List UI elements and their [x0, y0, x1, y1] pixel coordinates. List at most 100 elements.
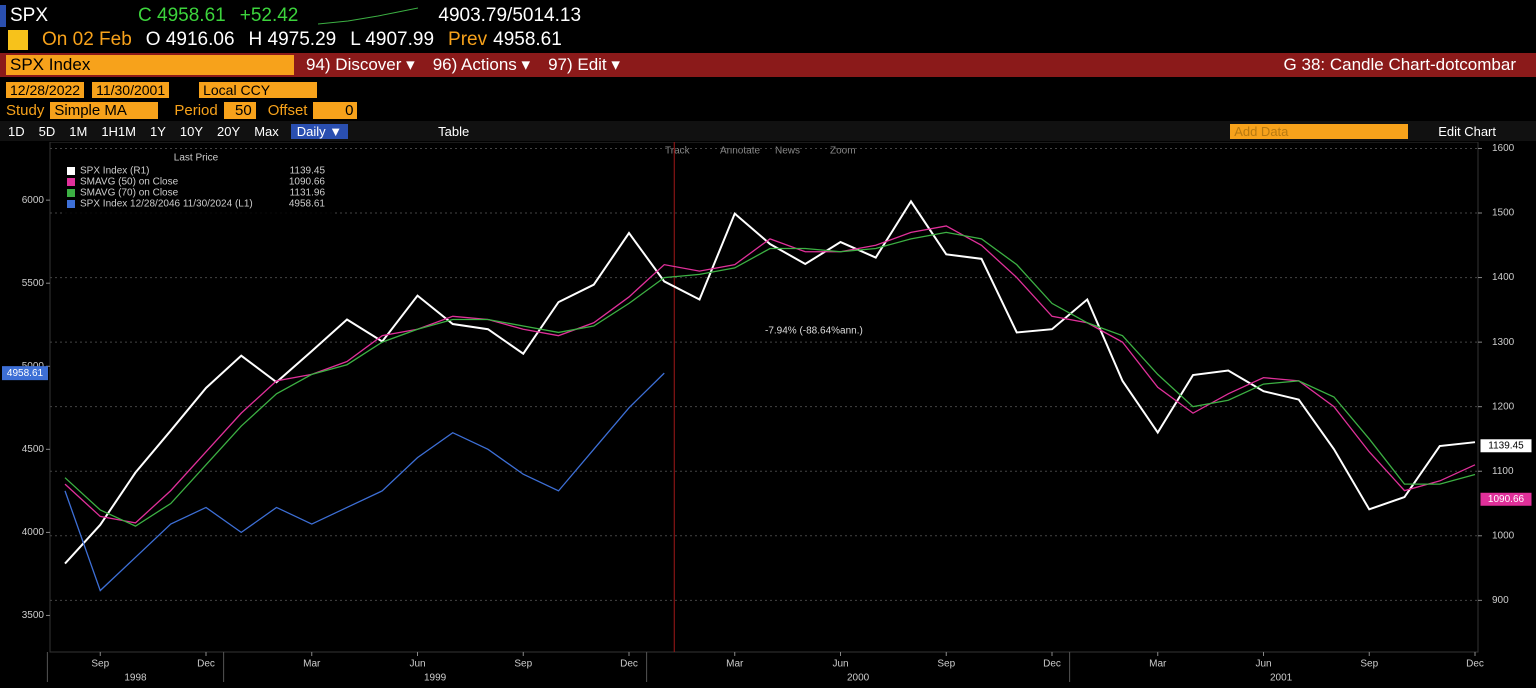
value-box: [1479, 438, 1533, 454]
x-tick-label: Jun: [832, 659, 848, 670]
x-tick-label: Sep: [91, 659, 109, 670]
date-row: 12/28/2022 11/30/2001 Local CCY: [0, 80, 1536, 100]
value-box-label: 4958.61: [7, 368, 44, 379]
x-tick-label: Sep: [514, 659, 532, 670]
end-date[interactable]: 11/30/2001: [92, 82, 170, 98]
y-tick-label: 1000: [1492, 530, 1515, 541]
legend-value: 1090.66: [289, 177, 326, 188]
legend-label: SPX Index (R1): [80, 166, 149, 177]
range-button[interactable]: 1Y: [150, 123, 166, 139]
range-button[interactable]: Max: [254, 123, 279, 139]
ticker: SPX: [10, 5, 49, 26]
legend-value: 1131.96: [290, 188, 326, 199]
menu-bar: SPX Index 94) Discover ▾ 96) Actions ▾ 97)…: [0, 53, 1536, 77]
legend-swatch: [67, 167, 75, 175]
open: O 4916.06: [145, 29, 235, 50]
year-label: 1998: [124, 673, 147, 684]
currency[interactable]: Local CCY: [199, 82, 318, 98]
x-tick-label: Dec: [620, 659, 638, 670]
ohlc-row: On 02 Feb O 4916.06 H 4975.29 L 4907.99 …: [0, 28, 1536, 52]
x-tick-label: Sep: [1360, 659, 1378, 670]
series-line: [64, 372, 665, 592]
range-button[interactable]: 5D: [38, 123, 56, 139]
value-box-label: 1139.45: [1488, 440, 1524, 451]
x-tick-label: Jun: [1255, 659, 1271, 670]
security[interactable]: SPX Index: [6, 55, 294, 75]
edit-chart[interactable]: Edit Chart: [1438, 123, 1496, 139]
series-line: [64, 199, 1476, 565]
study[interactable]: Simple MA: [50, 101, 159, 119]
menu-item[interactable]: 94) Discover ▾: [306, 55, 415, 74]
prev-label: Prev: [448, 29, 488, 50]
y-tick-label: 1300: [1492, 337, 1515, 348]
year-label: 2001: [1270, 673, 1293, 684]
page-title: G 38: Candle Chart-dotcombar: [1283, 55, 1516, 74]
menu-item[interactable]: 96) Actions ▾: [432, 55, 531, 74]
series-line: [64, 231, 1476, 527]
x-tick-label: Mar: [1149, 659, 1167, 670]
study-row: Study Simple MA Period 50 Offset 0: [0, 100, 1536, 120]
legend-swatch: [67, 178, 75, 186]
study-label: Study: [6, 101, 45, 119]
chart-tool: Annotate: [720, 146, 760, 157]
sparkline: [318, 7, 419, 25]
y-tick-label: 1100: [1492, 466, 1514, 477]
change: +52.42: [239, 5, 299, 26]
year-label: 1999: [424, 673, 447, 684]
plot-bg: [49, 142, 1479, 653]
range-button[interactable]: 10Y: [179, 123, 204, 139]
range-row: 1D 5D 1M 1H1M 1Y 10Y 20Y Max Daily ▼ Table Add …: [0, 121, 1536, 141]
y-tick-label: 1200: [1492, 401, 1515, 412]
value-box-label: 1090.66: [1488, 494, 1525, 505]
legend-swatch: [67, 200, 75, 208]
y2-tick-label: 4000: [22, 527, 45, 538]
add-data[interactable]: Add Data: [1230, 123, 1409, 139]
value-box: [2, 366, 48, 381]
prev: 4958.61: [493, 29, 562, 50]
x-tick-label: Dec: [1466, 659, 1484, 670]
frequency[interactable]: Daily ▼: [290, 123, 349, 139]
y2-tick-label: 5500: [22, 278, 45, 289]
y2-tick-label: 3500: [22, 610, 45, 621]
last: C 4958.61: [138, 5, 226, 26]
start-date[interactable]: 12/28/2022: [6, 82, 85, 98]
x-tick-label: Dec: [197, 659, 215, 670]
y2-tick-label: 4500: [22, 444, 45, 455]
range-button[interactable]: 1H1M: [101, 123, 136, 139]
range-button[interactable]: 20Y: [217, 123, 241, 139]
date: On 02 Feb: [42, 29, 132, 50]
period-label: Period: [174, 101, 218, 119]
y-tick-label: 1500: [1492, 208, 1515, 219]
offset-label: Offset: [267, 101, 308, 119]
legend-value: 4958.61: [289, 199, 326, 210]
range-button[interactable]: 1M: [69, 123, 88, 139]
x-tick-label: Mar: [303, 659, 321, 670]
legend-swatch: [67, 189, 75, 197]
annotation: -7.94% (-88.64%ann.): [765, 325, 863, 336]
low: L 4907.99: [350, 29, 435, 50]
y-tick-label: 900: [1492, 595, 1509, 606]
y-tick-label: 1600: [1492, 143, 1515, 154]
legend-value: 1139.45: [290, 166, 326, 177]
chart-tool: Zoom: [830, 146, 856, 157]
range-button[interactable]: 1D: [8, 123, 25, 139]
value-box: [1479, 491, 1533, 507]
series-line: [64, 225, 1476, 524]
quote-row: SPX C 4958.61 +52.42 4903.79/5014.13: [0, 4, 1536, 28]
y2-tick-label: 6000: [22, 195, 45, 206]
offset[interactable]: 0: [313, 101, 358, 119]
menu-item[interactable]: 97) Edit ▾: [548, 55, 620, 74]
legend: Last Price SPX Index (R1) 1139.45 SMAVG (50…: [62, 150, 334, 218]
legend-bg: [62, 150, 334, 218]
legend-label: SMAVG (50) on Close: [80, 177, 179, 188]
x-tick-label: Sep: [937, 659, 955, 670]
chart-tool: Track: [665, 146, 691, 157]
x-tick-label: Mar: [726, 659, 744, 670]
period[interactable]: 50: [223, 101, 256, 119]
legend-label: SPX Index 12/28/2046 11/30/2024 (L1): [80, 199, 253, 210]
table[interactable]: Table: [438, 123, 470, 139]
y-tick-label: 1400: [1492, 272, 1515, 283]
chart-tool: News: [775, 146, 800, 157]
x-tick-label: Dec: [1043, 659, 1061, 670]
